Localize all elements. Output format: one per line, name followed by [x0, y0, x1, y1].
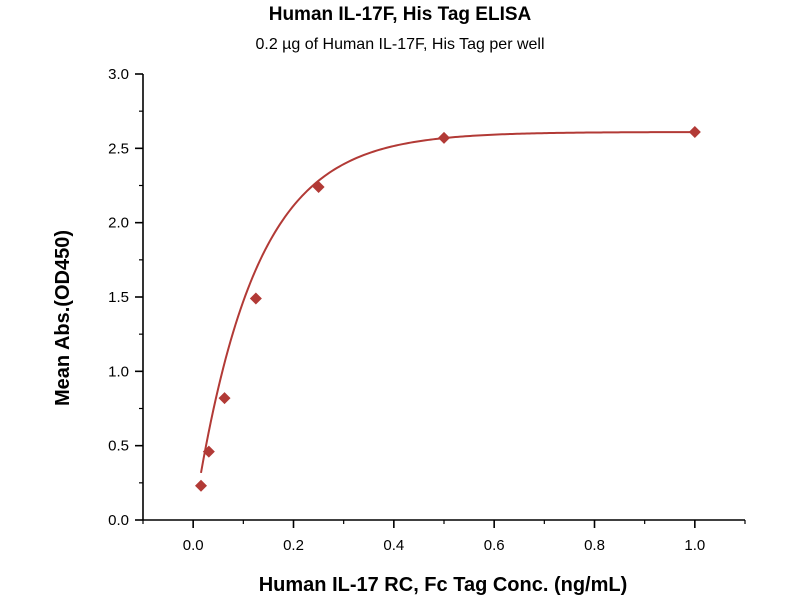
x-tick-label: 0.2 [283, 537, 304, 554]
y-tick-label: 0.0 [108, 512, 129, 529]
y-axis-title: Mean Abs.(OD450) [52, 230, 74, 406]
x-axis: 0.0 0.2 0.4 0.6 0.8 1.0 [142, 519, 746, 554]
x-tick-label: 0.0 [183, 537, 204, 554]
x-tick-label: 0.4 [383, 537, 404, 554]
data-point [438, 131, 450, 144]
y-tick-label: 3.0 [108, 66, 129, 83]
chart-title: Human IL-17F, His Tag ELISA [268, 4, 532, 25]
data-point [202, 445, 215, 458]
y-tick-label: 1.5 [108, 289, 129, 306]
y-axis: 0.0 0.5 1.0 1.5 2.0 2.5 3.0 [108, 66, 144, 529]
data-point [194, 479, 207, 492]
y-tick-label: 2.5 [108, 140, 129, 157]
y-tick-label: 1.0 [108, 363, 129, 380]
x-tick-label: 0.8 [584, 537, 605, 554]
data-points [194, 125, 701, 492]
y-tick-label: 0.5 [108, 438, 129, 455]
x-tick-label: 1.0 [684, 537, 705, 554]
fit-curve-group [200, 131, 695, 474]
y-tick-label: 2.0 [108, 215, 129, 232]
x-axis-title: Human IL-17 RC, Fc Tag Conc. (ng/mL) [259, 574, 628, 596]
data-point [688, 125, 701, 138]
data-point [218, 392, 231, 405]
data-point [249, 292, 262, 305]
data-point [312, 180, 325, 193]
fit-curve [200, 131, 695, 474]
x-tick-label: 0.6 [484, 537, 505, 554]
chart-subtitle: 0.2 µg of Human IL-17F, His Tag per well [255, 36, 545, 53]
